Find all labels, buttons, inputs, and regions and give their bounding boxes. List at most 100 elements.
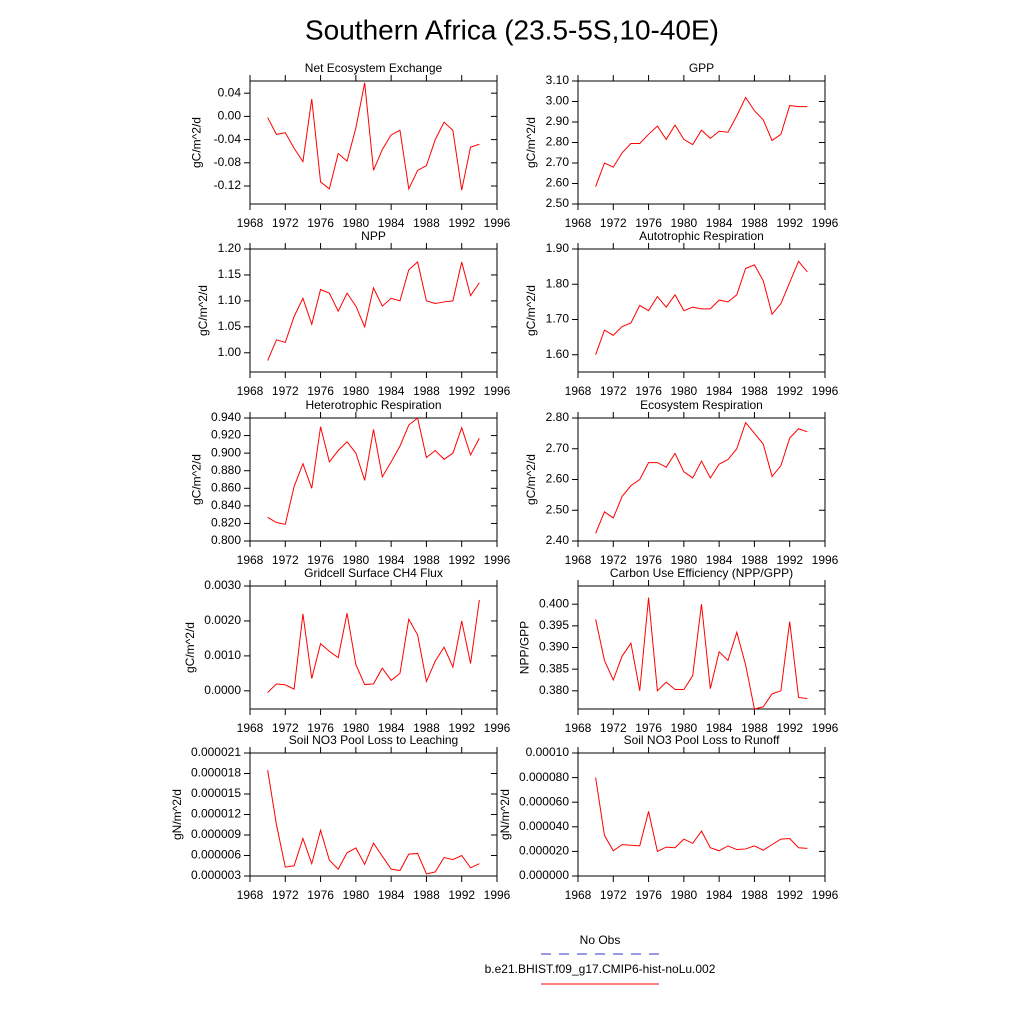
y-tick-label: 1.10 — [218, 293, 242, 307]
x-tick-label: 1996 — [812, 216, 839, 230]
x-tick-label: 1976 — [635, 384, 662, 398]
x-tick-label: 1988 — [413, 216, 440, 230]
y-axis-label: gC/m^2/d — [524, 454, 538, 505]
x-tick-label: 1976 — [635, 216, 662, 230]
x-tick-label: 1992 — [776, 888, 803, 902]
data-line — [267, 770, 480, 875]
y-tick-label: 2.80 — [546, 410, 570, 424]
x-tick-label: 1976 — [307, 721, 334, 735]
x-tick-label: 1992 — [776, 553, 803, 567]
x-tick-label: 1996 — [484, 553, 511, 567]
x-tick-label: 1992 — [448, 721, 475, 735]
panel-title: GPP — [689, 61, 714, 75]
x-tick-label: 1972 — [272, 553, 299, 567]
data-line — [267, 82, 480, 191]
x-tick-label: 1984 — [378, 888, 405, 902]
y-tick-label: 0.385 — [539, 661, 569, 675]
x-tick-label: 1984 — [378, 384, 405, 398]
y-axis-label: NPP/GPP — [518, 621, 532, 674]
x-tick-label: 1992 — [448, 553, 475, 567]
x-tick-label: 1968 — [237, 721, 264, 735]
y-tick-label: 0.0030 — [204, 578, 241, 592]
x-tick-label: 1988 — [413, 721, 440, 735]
y-tick-label: 1.05 — [218, 319, 242, 333]
x-tick-label: 1976 — [307, 888, 334, 902]
y-axis-label: gC/m^2/d — [183, 622, 197, 673]
x-tick-label: 1980 — [343, 384, 370, 398]
y-tick-label: 0.000040 — [519, 819, 569, 833]
panel-title: Ecosystem Respiration — [640, 398, 763, 412]
y-tick-label: 0.840 — [211, 498, 241, 512]
x-tick-label: 1992 — [448, 888, 475, 902]
x-tick-label: 1972 — [272, 888, 299, 902]
data-line — [595, 96, 808, 187]
x-tick-label: 1980 — [671, 721, 698, 735]
x-tick-label: 1996 — [484, 216, 511, 230]
panel-title: Heterotrophic Respiration — [305, 398, 441, 412]
y-tick-label: 0.0010 — [204, 648, 241, 662]
y-tick-label: 3.10 — [546, 73, 570, 87]
x-tick-label: 1972 — [272, 216, 299, 230]
data-line — [595, 597, 808, 710]
x-tick-label: 1968 — [237, 888, 264, 902]
x-tick-label: 1976 — [635, 888, 662, 902]
x-tick-label: 1984 — [706, 216, 733, 230]
x-tick-label: 1988 — [741, 216, 768, 230]
y-tick-label: 2.60 — [546, 472, 570, 486]
y-tick-label: 2.50 — [546, 502, 570, 516]
x-tick-label: 1976 — [635, 721, 662, 735]
x-tick-label: 1968 — [565, 888, 592, 902]
x-tick-label: 1980 — [343, 216, 370, 230]
x-tick-label: 1996 — [484, 721, 511, 735]
x-tick-label: 1992 — [776, 721, 803, 735]
x-tick-label: 1968 — [565, 721, 592, 735]
plot-frame — [249, 248, 498, 373]
x-tick-label: 1976 — [307, 216, 334, 230]
x-tick-label: 1988 — [413, 888, 440, 902]
y-tick-label: 0.04 — [218, 85, 242, 99]
panel-title: Net Ecosystem Exchange — [305, 61, 443, 75]
x-tick-label: 1984 — [378, 553, 405, 567]
x-tick-label: 1996 — [812, 384, 839, 398]
panel-title: Autotrophic Respiration — [639, 229, 764, 243]
data-line — [267, 417, 480, 525]
y-tick-label: 0.380 — [539, 683, 569, 697]
y-tick-label: 0.000021 — [191, 745, 241, 759]
x-tick-label: 1980 — [343, 721, 370, 735]
data-line — [595, 777, 808, 853]
y-tick-label: 0.000015 — [191, 786, 241, 800]
y-tick-label: 0.390 — [539, 640, 569, 654]
y-tick-label: 2.90 — [546, 114, 570, 128]
x-tick-label: 1972 — [600, 216, 627, 230]
data-line — [267, 599, 480, 693]
y-tick-label: 0.000006 — [191, 848, 241, 862]
x-tick-label: 1984 — [378, 721, 405, 735]
y-tick-label: 2.80 — [546, 135, 570, 149]
data-line — [595, 421, 808, 534]
y-tick-label: 0.860 — [211, 480, 241, 494]
x-tick-label: 1968 — [565, 216, 592, 230]
y-tick-label: -0.12 — [214, 178, 242, 192]
panel-title: Carbon Use Efficiency (NPP/GPP) — [610, 566, 793, 580]
x-tick-label: 1980 — [671, 216, 698, 230]
y-tick-label: 0.0000 — [204, 683, 241, 697]
y-tick-label: 0.000018 — [191, 766, 241, 780]
x-tick-label: 1976 — [307, 553, 334, 567]
x-tick-label: 1968 — [237, 384, 264, 398]
x-tick-label: 1972 — [272, 384, 299, 398]
plot-frame — [577, 248, 826, 373]
y-tick-label: 0.940 — [211, 410, 241, 424]
y-tick-label: 1.60 — [546, 347, 570, 361]
y-tick-label: 1.80 — [546, 276, 570, 290]
panel-title: Soil NO3 Pool Loss to Runoff — [624, 733, 781, 747]
y-axis-label: gN/m^2/d — [498, 789, 512, 840]
y-tick-label: 1.00 — [218, 345, 242, 359]
y-tick-label: 0.000020 — [519, 844, 569, 858]
plot-frame — [249, 80, 498, 205]
y-tick-label: 1.15 — [218, 267, 242, 281]
y-tick-label: 0.00010 — [526, 745, 570, 759]
y-tick-label: 2.70 — [546, 441, 570, 455]
panel-title: Soil NO3 Pool Loss to Leaching — [289, 733, 458, 747]
legend-label: b.e21.BHIST.f09_g17.CMIP6-hist-noLu.002 — [485, 962, 716, 976]
